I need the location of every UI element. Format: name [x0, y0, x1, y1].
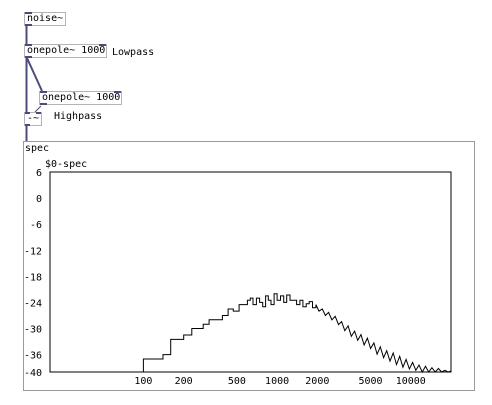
highpass-inlet-right[interactable] — [114, 91, 121, 93]
x-tick-label: 100 — [134, 376, 152, 387]
spectrum-chart: $0-spec 6 0 -6 -12 -18 -24 -30 -36 -40 100 200 500… — [24, 159, 452, 387]
y-tick-label: -24 — [24, 298, 42, 309]
highpass-object-label: onepole~ 1000 — [42, 92, 121, 103]
plot-frame — [49, 171, 452, 373]
highpass-outlet[interactable] — [40, 103, 47, 105]
highpass-inlet-left[interactable] — [40, 91, 47, 93]
y-tick-label: -6 — [30, 220, 42, 231]
highpass-object[interactable]: onepole~ 1000 — [39, 91, 122, 105]
subtract-outlet[interactable] — [25, 124, 30, 126]
y-tick-label: 0 — [36, 194, 42, 205]
lowpass-object-label: onepole~ 1000 — [27, 45, 106, 56]
x-tick-label: 500 — [228, 376, 246, 387]
y-tick-label: -30 — [24, 325, 42, 336]
subtract-inlet-left[interactable] — [25, 112, 30, 114]
noise-object[interactable]: noise~ — [24, 12, 66, 26]
lowpass-outlet[interactable] — [25, 56, 32, 58]
array-name-label: $0-spec — [45, 159, 87, 170]
cord-lowpass-to-highpass[interactable] — [26, 57, 43, 92]
subtract-object-label: -~ — [27, 113, 40, 124]
lowpass-comment: Lowpass — [112, 47, 155, 58]
cord-highpass-to-subtract[interactable] — [34, 105, 42, 113]
noise-outlet[interactable] — [25, 24, 32, 26]
x-axis: 100 200 500 1000 2000 5000 10000 — [134, 376, 425, 387]
x-tick-label: 1000 — [265, 376, 289, 387]
lowpass-inlet-left[interactable] — [25, 44, 32, 46]
spectrum-series-line — [50, 293, 452, 374]
y-tick-label: -12 — [24, 246, 42, 257]
x-tick-label: 5000 — [358, 376, 382, 387]
x-tick-label: 10000 — [396, 376, 426, 387]
noise-inlet[interactable] — [25, 12, 32, 14]
y-tick-label: -40 — [24, 368, 42, 379]
y-tick-label: -18 — [24, 272, 42, 283]
spec-graph-on-parent[interactable]: spec $0-spec 6 0 -6 -12 -18 -24 -30 -36 -40 100 2… — [23, 141, 475, 391]
spec-canvas-label: spec — [25, 143, 50, 154]
y-axis: 6 0 -6 -12 -18 -24 -30 -36 -40 — [24, 168, 42, 379]
lowpass-inlet-right[interactable] — [99, 44, 106, 46]
subtract-inlet-right[interactable] — [36, 112, 41, 114]
y-tick-label: 6 — [36, 168, 42, 179]
x-tick-label: 200 — [175, 376, 193, 387]
noise-object-label: noise~ — [27, 13, 64, 24]
lowpass-object[interactable]: onepole~ 1000 — [24, 44, 107, 58]
x-tick-label: 2000 — [305, 376, 329, 387]
highpass-comment: Highpass — [54, 111, 103, 122]
subtract-object[interactable]: -~ — [24, 112, 42, 126]
y-tick-label: -36 — [24, 351, 42, 362]
